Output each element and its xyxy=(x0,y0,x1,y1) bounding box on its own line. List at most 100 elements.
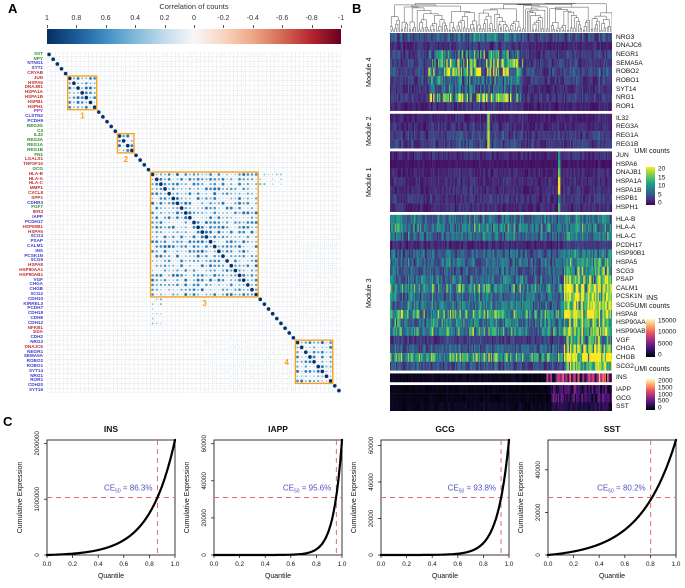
y-tick-label: 40000 xyxy=(535,461,542,479)
gene-label-a: DNAJC6 xyxy=(24,343,43,349)
y-axis-label: Cumulative Expression xyxy=(518,462,525,534)
panel-c-label: C xyxy=(3,414,13,429)
gene-label-a: CDH8 xyxy=(30,314,43,320)
gene-label-a: CDHR3 xyxy=(27,199,43,205)
gene-label-b: SYT14 xyxy=(616,85,637,93)
gene-label-b: DNAJB1 xyxy=(616,169,642,177)
ce50-annotation: CE50 = 86.3% xyxy=(104,484,153,495)
module-label: Module 3 xyxy=(364,277,373,308)
gene-label-a: LGALS1 xyxy=(24,156,43,162)
x-axis-label: Quantile xyxy=(265,573,291,580)
gene-label-b: VGF xyxy=(616,336,630,344)
gene-label-a: HSPH1 xyxy=(27,103,43,109)
x-tick-label: 0.8 xyxy=(479,561,488,568)
y-tick-label: 0 xyxy=(34,553,41,557)
dendrogram-canvas xyxy=(390,2,612,32)
gene-label-a: CLSTN2 xyxy=(25,113,43,119)
gene-label-a: SST xyxy=(34,50,43,56)
gene-label-a: JUN xyxy=(33,74,43,80)
y-tick-label: 40000 xyxy=(368,473,375,491)
gene-label-b: ROR1 xyxy=(616,102,635,110)
gene-label-a: PSAP xyxy=(30,238,43,244)
gene-label-b: IAPP xyxy=(616,385,632,393)
gene-label-a: SCG3 xyxy=(30,233,43,239)
gene-label-a: CALM1 xyxy=(27,242,43,248)
gene-label-b: HSP90AB1 xyxy=(616,328,650,336)
gene-label-a: C3 xyxy=(37,127,43,133)
legend-tick-label: 0 xyxy=(658,351,662,359)
gene-label-a: CDH20 xyxy=(27,382,43,388)
colorbar-tick-label: -0.6 xyxy=(276,15,289,22)
legend-gradient xyxy=(646,319,655,357)
x-tick-label: 0.4 xyxy=(94,561,103,568)
gene-label-a: CHGA xyxy=(29,281,43,287)
gene-label-a: NFKB1 xyxy=(27,324,43,330)
gene-label-b: NEGR1 xyxy=(616,51,639,59)
gene-label-a: SYT16 xyxy=(28,386,43,392)
colorbar-tick-mark xyxy=(76,25,78,28)
x-tick-label: 0.0 xyxy=(544,561,553,568)
gene-label-a: HSPA8 xyxy=(28,262,43,268)
gene-label-b: HSP90AA1 xyxy=(616,319,650,327)
gene-label-a: HSP90AB1 xyxy=(19,271,43,277)
legend-title: UMI counts xyxy=(634,366,670,373)
gene-label-a: GCG xyxy=(32,166,43,172)
gene-label-a: REG1A xyxy=(27,142,43,148)
plot-title: IAPP xyxy=(268,424,288,434)
y-axis-label: Cumulative Expression xyxy=(17,462,24,534)
legend-tick-label: 2000 xyxy=(658,377,673,385)
gene-label-b: IL32 xyxy=(616,114,629,122)
legend-tick-label: 10 xyxy=(658,182,666,190)
gene-label-b: CHGB xyxy=(616,353,636,361)
gene-label-b: HSPA8 xyxy=(616,310,638,318)
gene-label-a: NTNG1 xyxy=(27,60,43,66)
gene-label-a: REG3A xyxy=(27,137,43,143)
x-tick-label: 1.0 xyxy=(338,561,347,568)
x-tick-label: 1.0 xyxy=(505,561,514,568)
panel-b-label: B xyxy=(352,1,362,16)
x-axis-label: Quantile xyxy=(599,573,625,580)
x-tick-label: 0.8 xyxy=(646,561,655,568)
ce50-annotation: CE50 = 95.6% xyxy=(283,484,332,495)
plot-title: SST xyxy=(604,424,621,434)
gene-label-b: PSAP xyxy=(616,276,634,284)
gene-label-b: NRG3 xyxy=(616,33,635,41)
gene-label-a: NPY xyxy=(33,55,43,61)
gene-label-a: REG1B xyxy=(27,146,43,152)
y-tick-label: 20000 xyxy=(535,503,542,521)
gene-label-b: HLA-B xyxy=(616,215,636,223)
gene-label-a: HLA-A xyxy=(28,175,43,181)
correlation-matrix-canvas xyxy=(47,52,341,393)
gene-label-a: CDH18 xyxy=(27,310,43,316)
gene-label-b: REG1A xyxy=(616,131,639,139)
y-tick-label: 20000 xyxy=(368,509,375,527)
gene-label-a: HSP90B1 xyxy=(22,223,43,229)
plot-title: GCG xyxy=(435,424,455,434)
gene-label-b: ROBO2 xyxy=(616,68,640,76)
gene-label-b: INS xyxy=(616,374,627,382)
gene-label-a: SCG5 xyxy=(30,257,43,263)
gene-label-b: HSPA1A xyxy=(616,178,642,186)
gene-label-a: CDH2 xyxy=(30,334,43,340)
gene-label-a: NEGR1 xyxy=(27,348,43,354)
gene-label-a: VGF xyxy=(33,276,43,282)
x-axis-label: Quantile xyxy=(432,573,458,580)
colorbar-tick-label: -0.2 xyxy=(217,15,230,22)
x-tick-label: 0.6 xyxy=(453,561,462,568)
panel-a-label: A xyxy=(8,1,18,16)
gene-label-a: MMP1 xyxy=(29,185,43,191)
x-tick-label: 0.8 xyxy=(145,561,154,568)
legend-tick-label: 20 xyxy=(658,165,666,173)
colorbar-tick-mark xyxy=(341,25,342,28)
cumulative-plots: INS 0 1000000 2000000 0.0 0.2 0.4 0.6 0.8 1.0 Cumu… xyxy=(14,420,685,583)
gene-label-a: HLA-C xyxy=(28,180,43,186)
legend-tick-label: 1500 xyxy=(658,384,673,392)
gene-label-b: HSPA1B xyxy=(616,186,642,194)
gene-label-a: IAPP xyxy=(32,214,43,220)
legend-title: INS xyxy=(646,295,658,302)
colorbar-tick-mark xyxy=(164,25,166,28)
gene-label-b: HLA-C xyxy=(616,232,636,240)
gene-label-b: REG3A xyxy=(616,123,639,131)
gene-label-b: SCG2 xyxy=(616,362,634,370)
x-tick-label: 0.2 xyxy=(402,561,411,568)
